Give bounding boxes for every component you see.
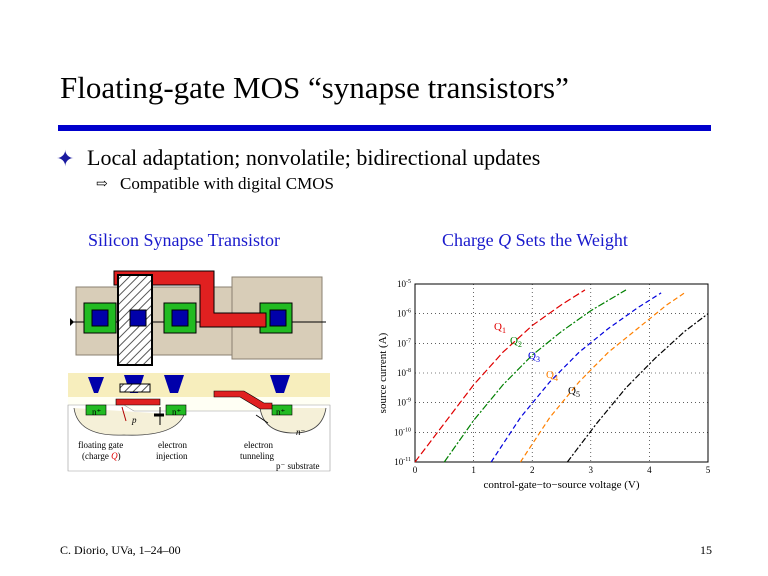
slide-title: Floating-gate MOS “synapse transistors”	[60, 70, 569, 105]
x-axis-label: control-gate−to−source voltage (V)	[484, 479, 640, 491]
plot-frame	[414, 283, 709, 463]
y-tick-label: 10-9	[397, 398, 411, 408]
label-electron-tunneling-1: electron	[244, 440, 273, 450]
series-line-q1	[414, 289, 586, 463]
y-tick-label: 10-8	[397, 368, 411, 378]
label-charge: (charge Q)	[82, 451, 121, 461]
series-label-q2: Q2	[510, 335, 522, 349]
heading-post: Sets the Weight	[511, 230, 628, 250]
x-tick-label: 2	[530, 465, 535, 475]
heading-pre: Charge	[442, 230, 499, 250]
series-label-q3: Q3	[528, 350, 540, 364]
footer-author: C. Diorio, UVa, 1–24–00	[60, 543, 181, 557]
synapse-transistor-diagram: n⁺ n⁺ n⁺ p n⁻ floating gate (charge Q) e…	[67, 270, 331, 472]
label-n-minus: n⁻	[296, 427, 306, 437]
bullet-sub-text: Compatible with digital CMOS	[120, 174, 334, 193]
label-electron-tunneling-2: tunneling	[240, 451, 274, 461]
title-divider	[58, 125, 711, 131]
bullet-star-icon: ✦	[56, 146, 75, 171]
series-label-q1: Q1	[494, 321, 506, 335]
series-label-q4: Q4	[546, 369, 558, 383]
y-tick-label: 10-10	[394, 427, 411, 437]
x-tick-label: 4	[647, 465, 652, 475]
heading-q: Q	[498, 230, 512, 250]
page-number: 15	[700, 543, 712, 557]
bullet-main-text: Local adaptation; nonvolatile; bidirecti…	[87, 145, 541, 170]
series-line-q5	[566, 313, 709, 463]
sub-bullet-arrow-icon: ⇨	[96, 177, 108, 192]
x-tick-label: 0	[413, 465, 418, 475]
label-n-plus-1: n⁺	[92, 407, 102, 417]
label-substrate: p⁻ substrate	[276, 461, 320, 471]
y-tick-label: 10-6	[397, 309, 411, 319]
layout-top-view	[70, 270, 326, 366]
x-tick-label: 1	[471, 465, 476, 475]
x-tick-label: 5	[706, 465, 710, 475]
series-line-q2	[443, 289, 627, 463]
label-electron-injection-2: injection	[156, 451, 188, 461]
left-panel-heading: Silicon Synapse Transistor	[88, 230, 281, 250]
y-tick-label: 10-11	[394, 457, 411, 467]
y-axis-label: source current (A)	[377, 332, 389, 413]
label-floating-gate: floating gate	[78, 440, 123, 450]
y-tick-label: 10-5	[397, 279, 411, 289]
label-electron-injection-1: electron	[158, 440, 187, 450]
label-n-plus-3: n⁺	[276, 407, 286, 417]
series-label-q5: Q5	[568, 385, 580, 399]
cross-section-view	[67, 373, 331, 472]
right-panel-heading: Charge Q Sets the Weight	[442, 230, 628, 251]
label-n-plus-2: n⁺	[172, 407, 182, 417]
x-tick-label: 3	[589, 465, 594, 475]
label-p: p	[131, 415, 137, 425]
iv-curve-chart: 0 1 2 3 4 5 10-11 10-10 10-9 10-8 10-7 10-6 10-5 cont…	[377, 279, 710, 491]
y-tick-label: 10-7	[397, 338, 411, 348]
series-line-q4	[519, 292, 685, 463]
